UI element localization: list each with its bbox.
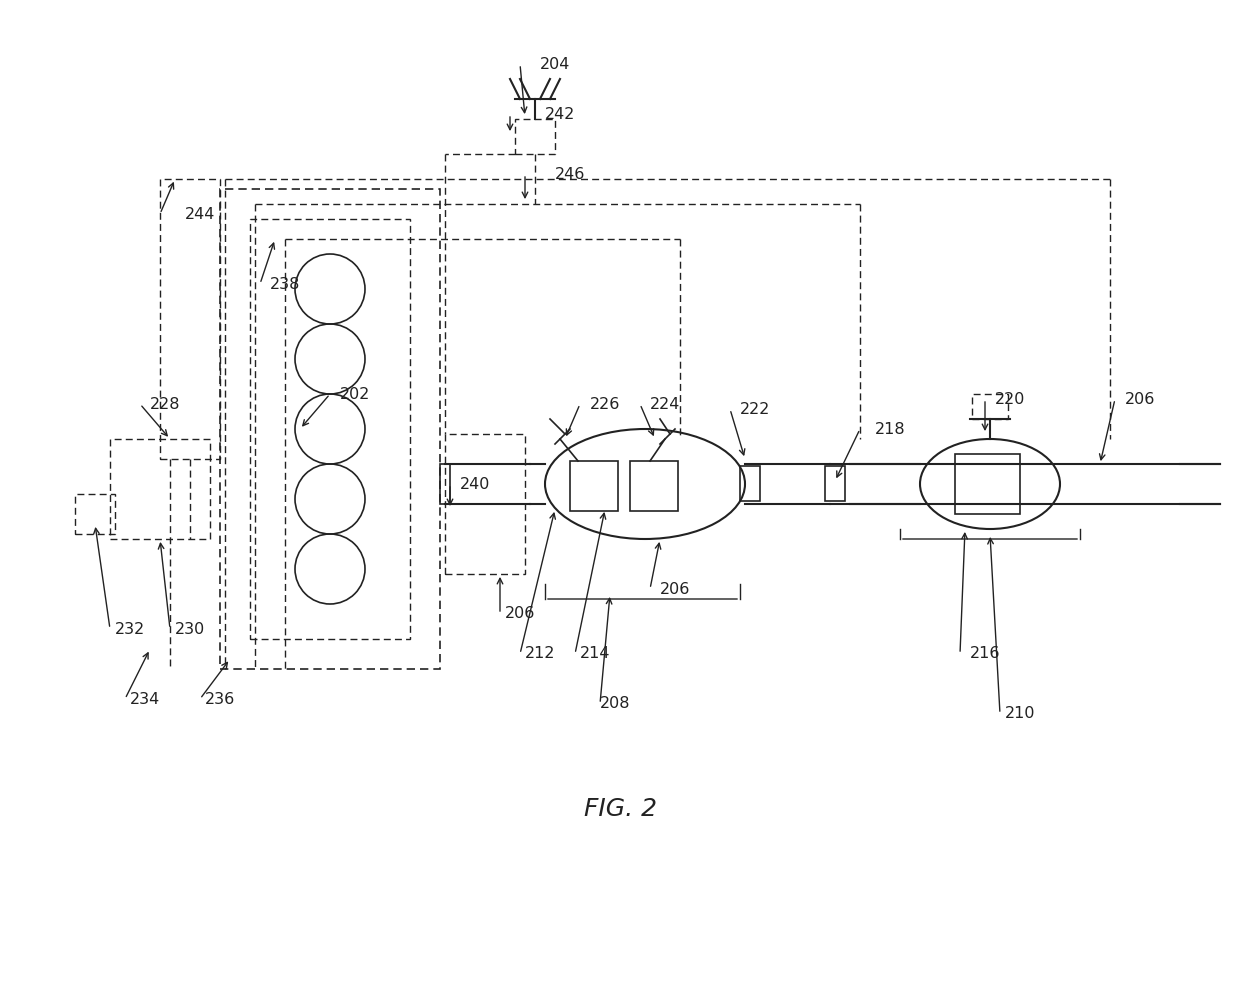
Text: 218: 218 [875, 421, 906, 436]
Text: FIG. 2: FIG. 2 [584, 797, 657, 821]
Text: 206: 206 [1125, 392, 1155, 406]
Text: 234: 234 [130, 691, 160, 706]
Text: 226: 226 [590, 397, 621, 411]
Text: 236: 236 [204, 691, 235, 706]
Text: 216: 216 [970, 647, 1000, 662]
Text: 224: 224 [649, 397, 680, 411]
Text: 206: 206 [504, 606, 535, 621]
Text: 240: 240 [460, 477, 491, 492]
Text: 220: 220 [995, 392, 1025, 406]
Ellipse shape [545, 429, 745, 539]
Text: 230: 230 [175, 621, 206, 637]
Text: 204: 204 [540, 56, 570, 71]
Text: 232: 232 [115, 621, 145, 637]
Text: 212: 212 [525, 647, 555, 662]
Text: 246: 246 [555, 166, 585, 182]
Text: 244: 244 [185, 207, 216, 222]
Text: 208: 208 [600, 696, 631, 711]
Text: 228: 228 [150, 397, 180, 411]
Text: 222: 222 [740, 402, 771, 416]
Text: 214: 214 [580, 647, 611, 662]
Text: 242: 242 [545, 107, 575, 122]
Text: 210: 210 [1005, 706, 1036, 722]
Ellipse shape [921, 439, 1061, 529]
Text: 238: 238 [270, 277, 300, 292]
Text: 202: 202 [339, 387, 370, 402]
Text: 206: 206 [660, 582, 690, 596]
